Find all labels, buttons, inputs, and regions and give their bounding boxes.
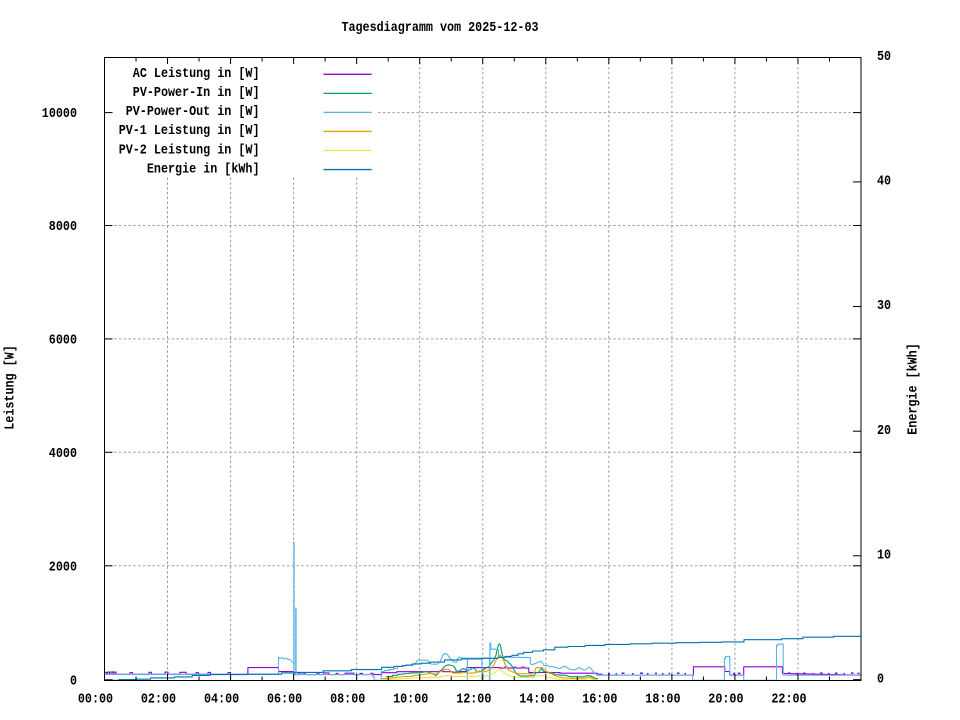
svg-text:20: 20 [877,423,891,439]
svg-text:PV-2 Leistung in [W]: PV-2 Leistung in [W] [119,142,260,158]
svg-text:04:00: 04:00 [204,691,239,707]
svg-text:8000: 8000 [49,219,77,235]
svg-text:40: 40 [877,174,891,190]
svg-text:PV-Power-In in [W]: PV-Power-In in [W] [133,85,260,101]
svg-text:30: 30 [877,298,891,314]
svg-text:12:00: 12:00 [456,691,491,707]
svg-text:08:00: 08:00 [330,691,365,707]
svg-text:6000: 6000 [49,333,77,349]
svg-text:Tagesdiagramm vom 2025-12-03: Tagesdiagramm vom 2025-12-03 [341,20,538,36]
svg-text:02:00: 02:00 [141,691,176,707]
svg-text:0: 0 [70,673,77,689]
svg-text:AC Leistung in [W]: AC Leistung in [W] [133,66,260,82]
svg-text:18:00: 18:00 [645,691,680,707]
svg-text:10: 10 [877,547,891,563]
svg-text:14:00: 14:00 [519,691,554,707]
svg-text:2000: 2000 [49,559,77,575]
svg-text:00:00: 00:00 [78,691,113,707]
svg-text:Leistung [W]: Leistung [W] [3,345,19,430]
svg-text:4000: 4000 [49,446,77,462]
svg-text:10000: 10000 [42,106,77,122]
svg-text:20:00: 20:00 [708,691,743,707]
svg-text:PV-1 Leistung in [W]: PV-1 Leistung in [W] [119,123,260,139]
svg-text:0: 0 [877,671,884,687]
svg-text:10:00: 10:00 [393,691,428,707]
svg-text:Energie [kWh]: Energie [kWh] [906,343,922,435]
svg-text:16:00: 16:00 [582,691,617,707]
svg-text:PV-Power-Out in [W]: PV-Power-Out in [W] [126,104,260,120]
svg-text:06:00: 06:00 [267,691,302,707]
svg-text:Energie in [kWh]: Energie in [kWh] [147,161,260,177]
svg-text:22:00: 22:00 [771,691,806,707]
svg-text:50: 50 [877,49,891,65]
